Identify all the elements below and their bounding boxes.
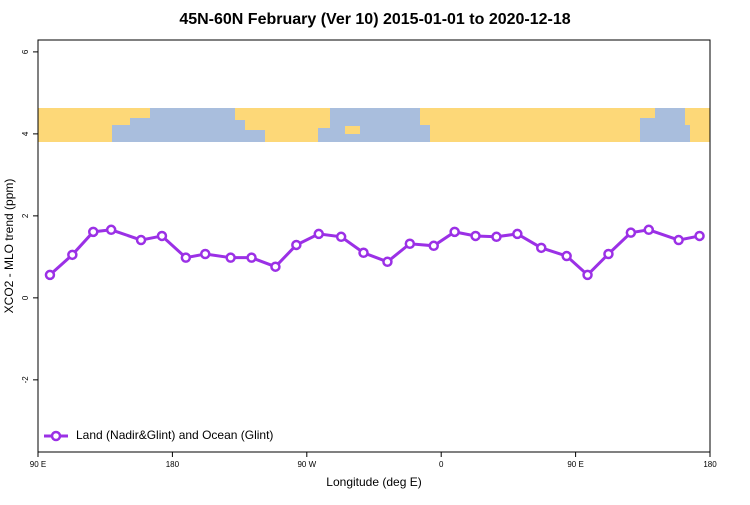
point <box>156 230 168 242</box>
point <box>491 231 502 243</box>
point <box>536 242 547 254</box>
plot-frame <box>37 39 711 453</box>
x-axis-label: Longitude (deg E) <box>326 475 421 489</box>
point <box>246 252 257 263</box>
legend-marker <box>50 430 62 442</box>
x-tick-label: 90 E <box>30 460 46 469</box>
point <box>88 226 99 238</box>
point <box>694 230 705 242</box>
point <box>603 248 614 260</box>
point <box>673 234 684 246</box>
x-tick-label: 90 E <box>567 460 583 469</box>
point <box>225 252 236 263</box>
point <box>180 252 192 263</box>
y-tick-label: 2 <box>21 213 30 218</box>
point <box>270 261 281 272</box>
point <box>404 238 416 249</box>
chart-title: 45N-60N February (Ver 10) 2015-01-01 to … <box>179 11 570 28</box>
map-band <box>38 108 710 142</box>
y-tick-label: 0 <box>21 295 30 300</box>
x-tick-label: 0 <box>439 460 444 469</box>
point <box>335 231 347 243</box>
legend-label: Land (Nadir&Glint) and Ocean (Glint) <box>76 428 273 442</box>
y-tick-label: 4 <box>21 131 30 136</box>
y-tick-label: 6 <box>21 49 30 54</box>
point <box>358 247 369 259</box>
point <box>428 240 439 252</box>
point <box>200 248 211 260</box>
point <box>67 249 78 261</box>
point <box>313 228 324 240</box>
point <box>625 227 637 238</box>
point <box>643 224 655 236</box>
point <box>561 250 572 262</box>
y-axis-label: XCO2 - MLO trend (ppm) <box>2 179 16 314</box>
point <box>512 228 523 240</box>
line <box>48 228 700 277</box>
point <box>382 256 393 268</box>
x-tick-label: 90 W <box>297 460 316 469</box>
point <box>291 239 302 251</box>
x-tick-label: 180 <box>166 460 180 469</box>
y-tick-label: -2 <box>21 376 30 384</box>
point <box>44 269 56 281</box>
x-tick-label: 180 <box>703 460 717 469</box>
point <box>135 234 147 246</box>
point <box>105 224 117 236</box>
point <box>470 230 481 242</box>
point <box>449 226 460 238</box>
point <box>582 269 593 281</box>
